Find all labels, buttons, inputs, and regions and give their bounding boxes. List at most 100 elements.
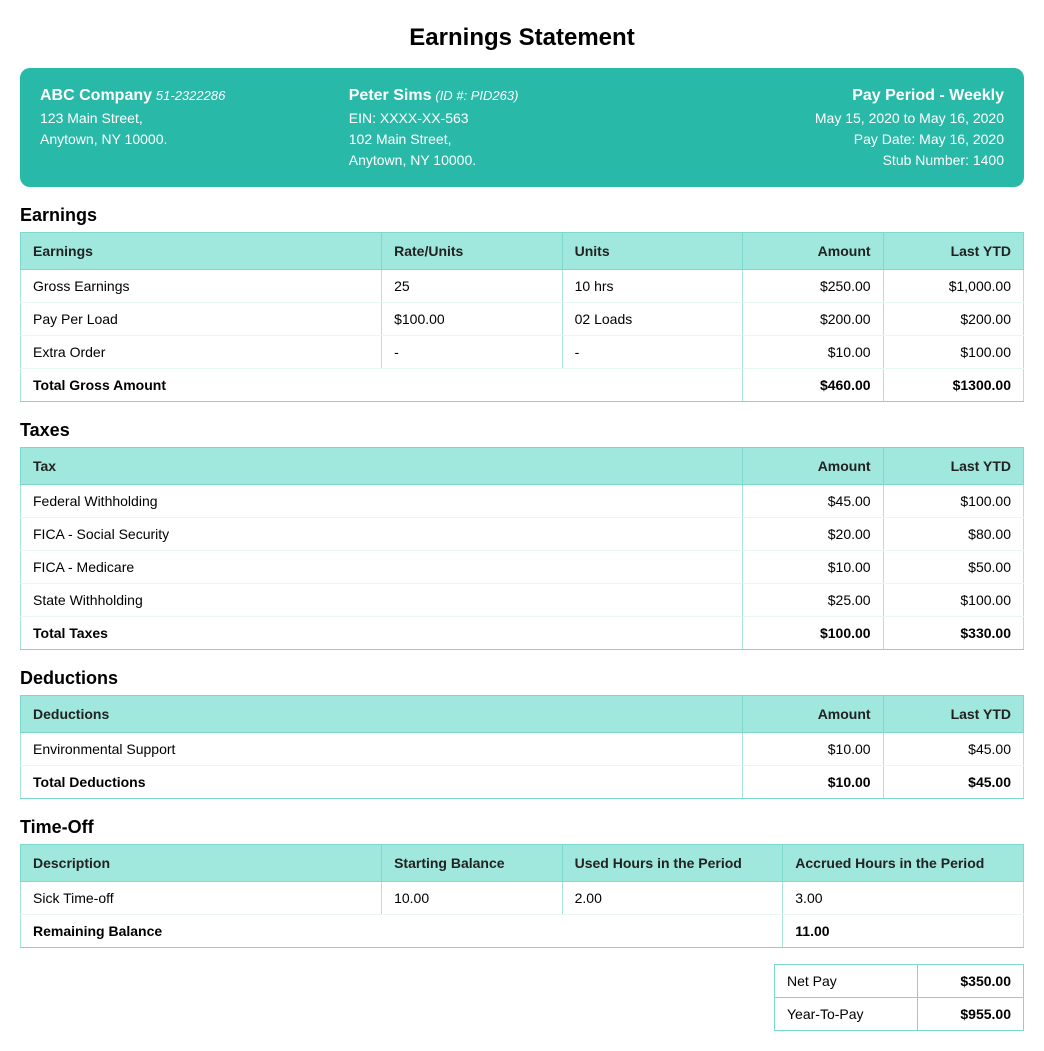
table-row: Federal Withholding $45.00 $100.00	[21, 485, 1024, 518]
cell-accrued: 3.00	[783, 882, 1024, 915]
total-amount: $100.00	[743, 617, 883, 650]
table-row: Sick Time-off 10.00 2.00 3.00	[21, 882, 1024, 915]
cell-ytd: $45.00	[883, 733, 1023, 766]
earnings-title: Earnings	[20, 205, 1024, 226]
total-ytd: $45.00	[883, 766, 1023, 799]
th-amount: Amount	[743, 696, 883, 733]
total-label: Total Taxes	[21, 617, 743, 650]
header-box: ABC Company 51-2322286 123 Main Street, …	[20, 68, 1024, 187]
netpay-row: Net Pay $350.00	[775, 965, 1024, 998]
period-block: Pay Period - Weekly May 15, 2020 to May …	[715, 84, 1004, 171]
cell-desc: Sick Time-off	[21, 882, 382, 915]
cell-rate: $100.00	[382, 303, 563, 336]
total-label: Total Deductions	[21, 766, 743, 799]
cell-name: Environmental Support	[21, 733, 743, 766]
employee-addr2: Anytown, NY 10000.	[349, 150, 696, 171]
cell-amount: $45.00	[743, 485, 883, 518]
cell-amount: $250.00	[743, 270, 883, 303]
period-title: Pay Period - Weekly	[715, 84, 1004, 108]
cell-amount: $10.00	[743, 551, 883, 584]
cell-rate: -	[382, 336, 563, 369]
remaining-value: 11.00	[783, 915, 1024, 948]
cell-amount: $10.00	[743, 733, 883, 766]
company-id: 51-2322286	[156, 88, 225, 103]
cell-ytd: $200.00	[883, 303, 1023, 336]
th-used: Used Hours in the Period	[562, 845, 783, 882]
employee-id: (ID #: PID263)	[435, 88, 518, 103]
remaining-row: Remaining Balance 11.00	[21, 915, 1024, 948]
cell-units: 10 hrs	[562, 270, 743, 303]
th-units: Units	[562, 233, 743, 270]
th-ytd: Last YTD	[883, 233, 1023, 270]
ytp-row: Year-To-Pay $955.00	[775, 998, 1024, 1031]
cell-amount: $20.00	[743, 518, 883, 551]
total-row: Total Gross Amount $460.00 $1300.00	[21, 369, 1024, 402]
cell-amount: $200.00	[743, 303, 883, 336]
total-amount: $10.00	[743, 766, 883, 799]
cell-name: State Withholding	[21, 584, 743, 617]
table-row: State Withholding $25.00 $100.00	[21, 584, 1024, 617]
timeoff-title: Time-Off	[20, 817, 1024, 838]
th-rate: Rate/Units	[382, 233, 563, 270]
cell-name: Extra Order	[21, 336, 382, 369]
taxes-table: Tax Amount Last YTD Federal Withholding …	[20, 447, 1024, 650]
deductions-title: Deductions	[20, 668, 1024, 689]
company-addr2: Anytown, NY 10000.	[40, 129, 329, 150]
cell-ytd: $1,000.00	[883, 270, 1023, 303]
cell-name: Federal Withholding	[21, 485, 743, 518]
deductions-table: Deductions Amount Last YTD Environmental…	[20, 695, 1024, 799]
netpay-label: Net Pay	[775, 965, 918, 998]
total-label: Total Gross Amount	[21, 369, 743, 402]
period-range: May 15, 2020 to May 16, 2020	[715, 108, 1004, 129]
pay-date: Pay Date: May 16, 2020	[715, 129, 1004, 150]
total-ytd: $330.00	[883, 617, 1023, 650]
table-row: FICA - Social Security $20.00 $80.00	[21, 518, 1024, 551]
total-row: Total Taxes $100.00 $330.00	[21, 617, 1024, 650]
th-amount: Amount	[743, 233, 883, 270]
cell-ytd: $100.00	[883, 336, 1023, 369]
cell-ytd: $100.00	[883, 485, 1023, 518]
taxes-title: Taxes	[20, 420, 1024, 441]
th-ytd: Last YTD	[883, 448, 1023, 485]
total-ytd: $1300.00	[883, 369, 1023, 402]
summary-table: Net Pay $350.00 Year-To-Pay $955.00	[774, 964, 1024, 1031]
employee-addr1: 102 Main Street,	[349, 129, 696, 150]
table-row: Pay Per Load $100.00 02 Loads $200.00 $2…	[21, 303, 1024, 336]
th-start: Starting Balance	[382, 845, 563, 882]
page-title: Earnings Statement	[20, 24, 1024, 52]
stub-number: Stub Number: 1400	[715, 150, 1004, 171]
cell-name: FICA - Medicare	[21, 551, 743, 584]
cell-name: Pay Per Load	[21, 303, 382, 336]
cell-rate: 25	[382, 270, 563, 303]
cell-used: 2.00	[562, 882, 783, 915]
cell-ytd: $80.00	[883, 518, 1023, 551]
total-row: Total Deductions $10.00 $45.00	[21, 766, 1024, 799]
company-addr1: 123 Main Street,	[40, 108, 329, 129]
cell-ytd: $100.00	[883, 584, 1023, 617]
table-row: FICA - Medicare $10.00 $50.00	[21, 551, 1024, 584]
employee-block: Peter Sims (ID #: PID263) EIN: XXXX-XX-5…	[349, 84, 696, 171]
cell-name: FICA - Social Security	[21, 518, 743, 551]
th-deductions: Deductions	[21, 696, 743, 733]
cell-units: 02 Loads	[562, 303, 743, 336]
th-tax: Tax	[21, 448, 743, 485]
netpay-value: $350.00	[917, 965, 1023, 998]
th-amount: Amount	[743, 448, 883, 485]
remaining-label: Remaining Balance	[21, 915, 783, 948]
th-earnings: Earnings	[21, 233, 382, 270]
cell-amount: $25.00	[743, 584, 883, 617]
ytp-value: $955.00	[917, 998, 1023, 1031]
earnings-table: Earnings Rate/Units Units Amount Last YT…	[20, 232, 1024, 402]
employee-name: Peter Sims	[349, 87, 432, 104]
company-block: ABC Company 51-2322286 123 Main Street, …	[40, 84, 329, 171]
table-row: Extra Order - - $10.00 $100.00	[21, 336, 1024, 369]
timeoff-table: Description Starting Balance Used Hours …	[20, 844, 1024, 948]
total-amount: $460.00	[743, 369, 883, 402]
th-ytd: Last YTD	[883, 696, 1023, 733]
cell-units: -	[562, 336, 743, 369]
employee-ein: EIN: XXXX-XX-563	[349, 108, 696, 129]
cell-start: 10.00	[382, 882, 563, 915]
cell-ytd: $50.00	[883, 551, 1023, 584]
table-row: Environmental Support $10.00 $45.00	[21, 733, 1024, 766]
ytp-label: Year-To-Pay	[775, 998, 918, 1031]
